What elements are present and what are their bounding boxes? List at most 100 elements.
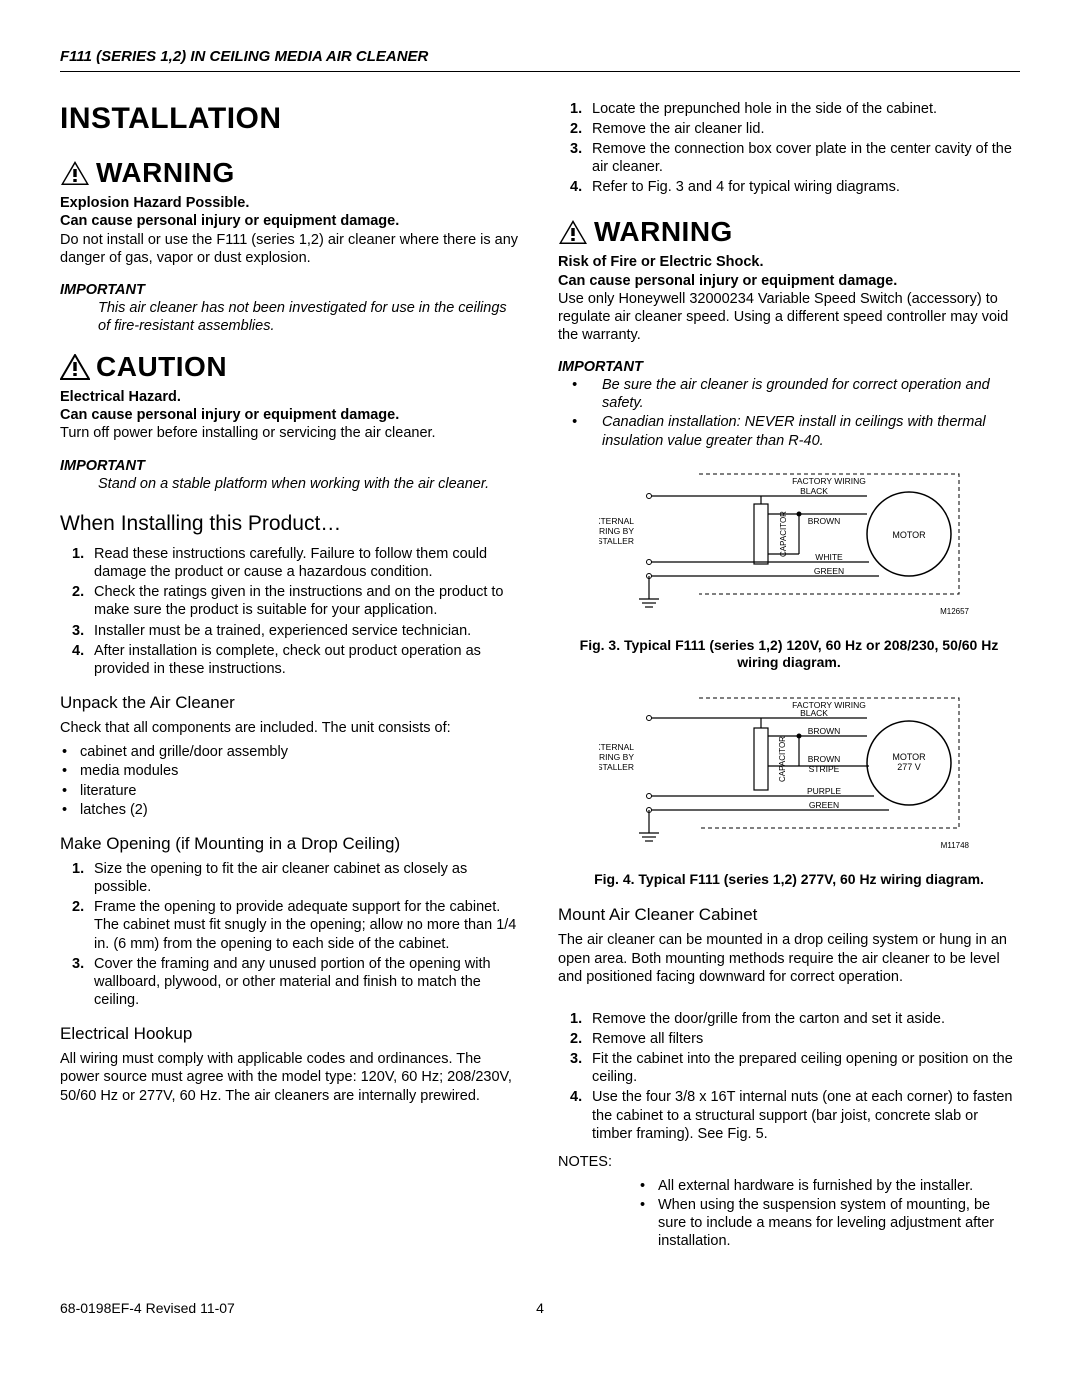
hookup-body: All wiring must comply with applicable c… xyxy=(60,1050,522,1104)
important2-text: Stand on a stable platform when working … xyxy=(98,475,522,493)
wiring-diagram-fig4: MOTOR 277 V CAPACITOR FACTORY WIRIN xyxy=(599,688,979,863)
svg-text:INSTALLER: INSTALLER xyxy=(599,762,634,772)
list-item: Refer to Fig. 3 and 4 for typical wiring… xyxy=(592,178,1020,196)
svg-text:EXTERNAL: EXTERNAL xyxy=(599,516,634,526)
svg-text:CAPACITOR: CAPACITOR xyxy=(779,510,788,556)
warning-label: WARNING xyxy=(594,214,733,249)
unpack-list: cabinet and grille/door assembly media m… xyxy=(60,743,522,819)
important-label: IMPORTANT xyxy=(60,457,522,475)
list-item: cabinet and grille/door assembly xyxy=(80,743,288,761)
svg-text:BROWN: BROWN xyxy=(808,516,841,526)
page-header: F111 (SERIES 1,2) IN CEILING MEDIA AIR C… xyxy=(60,48,1020,72)
list-item: Check the ratings given in the instructi… xyxy=(94,583,522,619)
caution1-line2: Can cause personal injury or equipment d… xyxy=(60,406,522,424)
footer-pagenum: 4 xyxy=(536,1300,544,1318)
important-block-1: IMPORTANT This air cleaner has not been … xyxy=(60,281,522,335)
list-item: When using the suspension system of moun… xyxy=(658,1196,1020,1250)
list-item: Remove the connection box cover plate in… xyxy=(592,140,1020,176)
notes-label: NOTES: xyxy=(558,1153,1020,1171)
svg-text:FACTORY WIRING: FACTORY WIRING xyxy=(792,476,866,486)
warning1-line1: Explosion Hazard Possible. xyxy=(60,194,522,212)
svg-text:GREEN: GREEN xyxy=(814,566,844,576)
important-label: IMPORTANT xyxy=(558,358,1020,376)
when-installing-title: When Installing this Product… xyxy=(60,511,522,537)
opening-title: Make Opening (if Mounting in a Drop Ceil… xyxy=(60,833,522,854)
list-item: Remove the air cleaner lid. xyxy=(592,120,1020,138)
page-footer: 68-0198EF-4 Revised 11-07 4 xyxy=(60,1300,1020,1318)
list-item: latches (2) xyxy=(80,801,148,819)
caution-block: CAUTION Electrical Hazard. Can cause per… xyxy=(60,349,522,442)
list-item: Frame the opening to provide adequate su… xyxy=(94,898,522,952)
section-title: INSTALLATION xyxy=(60,100,522,138)
svg-text:BLACK: BLACK xyxy=(800,486,828,496)
list-item: Use the four 3/8 x 16T internal nuts (on… xyxy=(592,1088,1020,1142)
warning-block-2: WARNING Risk of Fire or Electric Shock. … xyxy=(558,214,1020,344)
important3-list: Be sure the air cleaner is grounded for … xyxy=(558,376,1020,450)
unpack-title: Unpack the Air Cleaner xyxy=(60,692,522,713)
important1-text: This air cleaner has not been investigat… xyxy=(98,299,522,335)
svg-text:BLACK: BLACK xyxy=(800,708,828,718)
caution1-line1: Electrical Hazard. xyxy=(60,388,522,406)
list-item: Read these instructions carefully. Failu… xyxy=(94,545,522,581)
warning2-body: Use only Honeywell 32000234 Variable Spe… xyxy=(558,290,1020,344)
list-item: Locate the prepunched hole in the side o… xyxy=(592,100,1020,118)
list-item: media modules xyxy=(80,762,178,780)
list-item: Canadian installation: NEVER install in … xyxy=(602,413,1020,449)
svg-text:GREEN: GREEN xyxy=(809,800,839,810)
when-installing-list: 1.Read these instructions carefully. Fai… xyxy=(60,545,522,678)
left-column: INSTALLATION WARNING Explosion Hazard Po… xyxy=(60,100,522,1261)
svg-text:277 V: 277 V xyxy=(897,762,921,772)
warning-triangle-icon xyxy=(60,160,90,186)
caution-label: CAUTION xyxy=(96,349,227,384)
important-label: IMPORTANT xyxy=(60,281,522,299)
list-item: Remove the door/grille from the carton a… xyxy=(592,1010,1020,1028)
warning-block-1: WARNING Explosion Hazard Possible. Can c… xyxy=(60,155,522,267)
svg-text:BROWN: BROWN xyxy=(808,726,841,736)
list-item: Installer must be a trained, experienced… xyxy=(94,622,522,640)
mount-title: Mount Air Cleaner Cabinet xyxy=(558,904,1020,925)
svg-text:PURPLE: PURPLE xyxy=(807,786,841,796)
important-block-2: IMPORTANT Stand on a stable platform whe… xyxy=(60,457,522,493)
svg-text:M11748: M11748 xyxy=(941,841,970,850)
mount-list: 1.Remove the door/grille from the carton… xyxy=(558,1010,1020,1143)
list-item: Be sure the air cleaner is grounded for … xyxy=(602,376,1020,412)
svg-text:CAPACITOR: CAPACITOR xyxy=(778,735,787,781)
mount-intro: The air cleaner can be mounted in a drop… xyxy=(558,931,1020,985)
svg-text:WIRING BY: WIRING BY xyxy=(599,526,634,536)
two-column-layout: INSTALLATION WARNING Explosion Hazard Po… xyxy=(60,100,1020,1261)
svg-text:WIRING BY: WIRING BY xyxy=(599,752,634,762)
warning-triangle-icon xyxy=(558,219,588,245)
warning1-line2: Can cause personal injury or equipment d… xyxy=(60,212,522,230)
list-item: Remove all filters xyxy=(592,1030,1020,1048)
svg-text:M12657: M12657 xyxy=(940,607,969,616)
wiring-diagram-fig3: MOTOR CAPACITOR FACTORY WIRING BLAC xyxy=(599,464,979,629)
fig4-caption: Fig. 4. Typical F111 (series 1,2) 277V, … xyxy=(558,871,1020,889)
svg-text:INSTALLER: INSTALLER xyxy=(599,536,634,546)
svg-text:MOTOR: MOTOR xyxy=(892,752,926,762)
opening-list: 1.Size the opening to fit the air cleane… xyxy=(60,860,522,1009)
warning1-body: Do not install or use the F111 (series 1… xyxy=(60,231,522,267)
list-item: Fit the cabinet into the prepared ceilin… xyxy=(592,1050,1020,1086)
warning2-line1: Risk of Fire or Electric Shock. xyxy=(558,253,1020,271)
list-item: literature xyxy=(80,782,136,800)
important-block-3: IMPORTANT Be sure the air cleaner is gro… xyxy=(558,358,1020,450)
caution-triangle-icon xyxy=(60,354,90,380)
warning-label: WARNING xyxy=(96,155,235,190)
svg-text:STRIPE: STRIPE xyxy=(809,764,840,774)
svg-text:BROWN: BROWN xyxy=(808,754,841,764)
unpack-intro: Check that all components are included. … xyxy=(60,719,522,737)
notes-list: All external hardware is furnished by th… xyxy=(558,1177,1020,1251)
list-item: All external hardware is furnished by th… xyxy=(658,1177,973,1195)
list-item: Cover the framing and any unused portion… xyxy=(94,955,522,1009)
svg-text:WHITE: WHITE xyxy=(815,552,843,562)
svg-text:EXTERNAL: EXTERNAL xyxy=(599,742,634,752)
svg-text:MOTOR: MOTOR xyxy=(892,530,926,540)
right-column: 1.Locate the prepunched hole in the side… xyxy=(558,100,1020,1261)
list-item: After installation is complete, check ou… xyxy=(94,642,522,678)
hookup-title: Electrical Hookup xyxy=(60,1023,522,1044)
hookup-list: 1.Locate the prepunched hole in the side… xyxy=(558,100,1020,197)
warning2-line2: Can cause personal injury or equipment d… xyxy=(558,272,1020,290)
list-item: Size the opening to fit the air cleaner … xyxy=(94,860,522,896)
footer-docnum: 68-0198EF-4 Revised 11-07 xyxy=(60,1300,235,1318)
caution1-body: Turn off power before installing or serv… xyxy=(60,424,522,442)
